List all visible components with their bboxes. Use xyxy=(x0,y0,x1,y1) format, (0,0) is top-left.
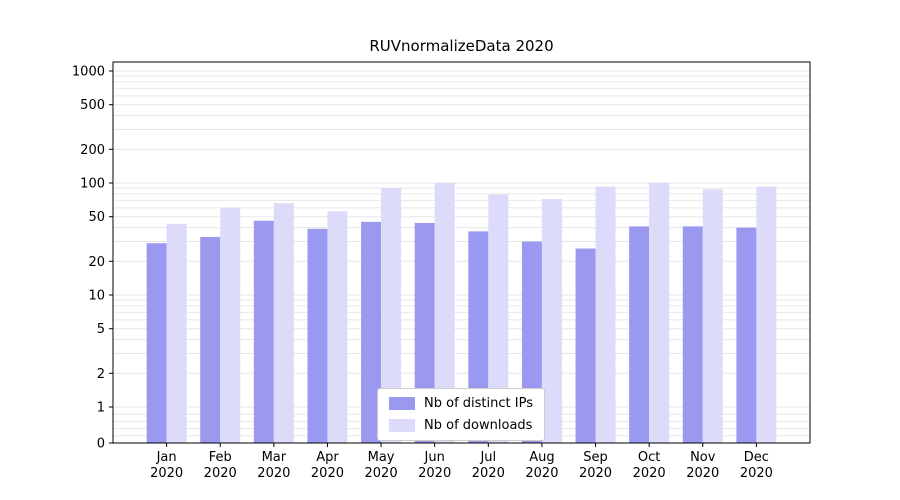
y-tick-label: 200 xyxy=(80,143,105,158)
bar-oct-series0 xyxy=(629,226,650,443)
x-tick-label: May 2020 xyxy=(365,450,398,481)
bar-feb-series1 xyxy=(220,207,241,443)
x-tick-label: Jun 2020 xyxy=(418,450,451,481)
y-tick-label: 500 xyxy=(80,98,105,113)
bar-nov-series1 xyxy=(702,189,723,443)
x-tick-label: Nov 2020 xyxy=(686,450,719,481)
y-tick-label: 5 xyxy=(97,322,105,337)
legend-item-distinct-ips: Nb of distinct IPs xyxy=(389,396,533,411)
bar-mar-series0 xyxy=(253,220,274,443)
bar-nov-series0 xyxy=(682,226,703,443)
x-tick-label: Apr 2020 xyxy=(311,450,344,481)
legend-label-distinct-ips: Nb of distinct IPs xyxy=(424,396,533,411)
bar-dec-series0 xyxy=(736,227,757,443)
chart-title: RUVnormalizeData 2020 xyxy=(369,37,554,55)
legend-swatch-distinct-ips xyxy=(389,397,416,410)
bar-feb-series0 xyxy=(200,236,221,443)
y-tick-label: 2 xyxy=(97,367,105,382)
x-tick-label: Jan 2020 xyxy=(150,450,183,481)
y-tick-label: 100 xyxy=(80,177,105,192)
bar-dec-series1 xyxy=(756,186,777,443)
bar-jun-series0 xyxy=(414,222,435,443)
x-tick-label: Aug 2020 xyxy=(525,450,558,481)
x-tick-label: Sep 2020 xyxy=(579,450,612,481)
bar-may-series0 xyxy=(361,221,382,443)
x-tick-label: Mar 2020 xyxy=(257,450,290,481)
legend-swatch-downloads xyxy=(389,419,416,432)
x-tick-label: Oct 2020 xyxy=(633,450,666,481)
legend-item-downloads: Nb of downloads xyxy=(389,418,533,433)
bar-aug-series1 xyxy=(541,198,562,443)
plot-border xyxy=(112,61,811,444)
bar-apr-series1 xyxy=(327,211,348,443)
bar-jun-series1 xyxy=(434,183,455,443)
y-tick-label: 50 xyxy=(88,210,105,225)
bar-sep-series1 xyxy=(595,186,616,443)
bar-apr-series0 xyxy=(307,228,328,443)
y-tick-label: 20 xyxy=(88,255,105,270)
bar-sep-series0 xyxy=(575,248,596,443)
y-tick-label: 0 xyxy=(97,437,105,452)
bar-jan-series1 xyxy=(166,224,187,443)
bar-oct-series1 xyxy=(649,182,670,444)
x-tick-label: Feb 2020 xyxy=(204,450,237,481)
bar-jan-series0 xyxy=(146,243,167,443)
chart-legend: Nb of distinct IPs Nb of downloads xyxy=(377,388,545,441)
x-tick-label: Jul 2020 xyxy=(472,450,505,481)
bar-jul-series1 xyxy=(488,194,509,443)
y-tick-label: 1000 xyxy=(72,65,105,80)
y-tick-label: 1 xyxy=(97,401,105,416)
legend-label-downloads: Nb of downloads xyxy=(424,418,533,433)
y-tick-label: 10 xyxy=(88,289,105,304)
bar-mar-series1 xyxy=(273,203,294,443)
bar-may-series1 xyxy=(381,188,402,443)
x-tick-label: Dec 2020 xyxy=(740,450,773,481)
